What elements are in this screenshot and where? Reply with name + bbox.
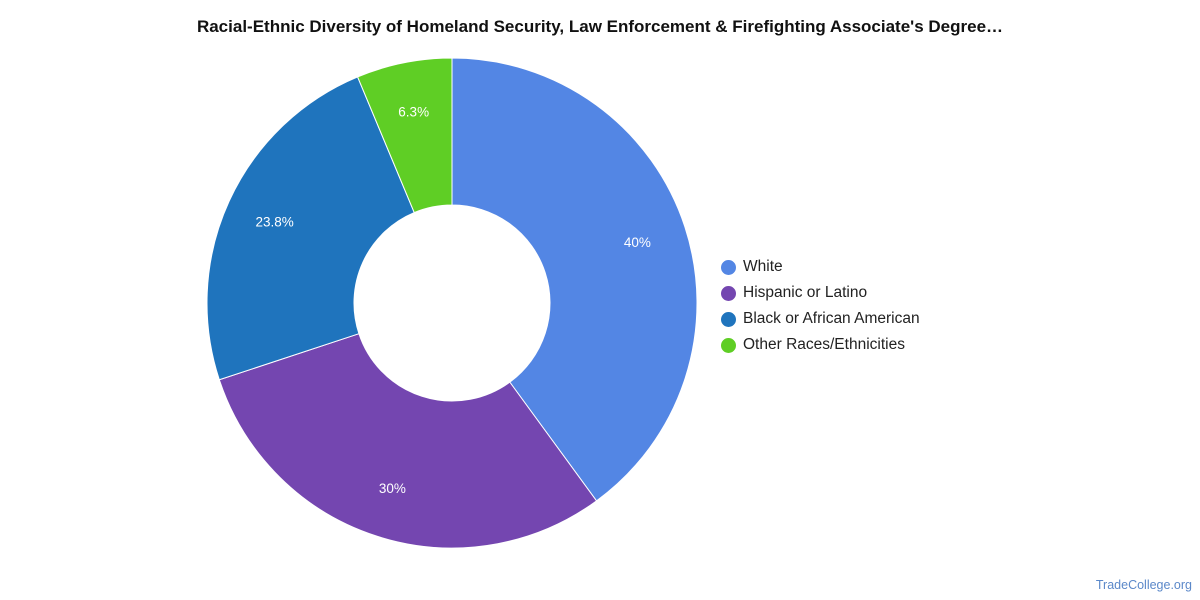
- slice-other-races-ethnicities[interactable]: [356, 57, 453, 214]
- slice-white[interactable]: [451, 57, 698, 502]
- chart-title: Racial-Ethnic Diversity of Homeland Secu…: [196, 17, 1004, 36]
- legend-item-hispanic-or-latino[interactable]: Hispanic or Latino: [721, 280, 920, 306]
- data-label-other-races-ethnicities: 6.3%: [398, 104, 429, 119]
- slice-black-or-african-american[interactable]: [206, 76, 415, 381]
- legend-label-white: White: [743, 258, 783, 275]
- legend-swatch-hispanic-or-latino: [721, 285, 736, 301]
- legend-label-hispanic-or-latino: Hispanic or Latino: [743, 284, 868, 301]
- slices-group: [206, 57, 698, 549]
- data-label-hispanic-or-latino: 30%: [379, 481, 406, 496]
- legend-item-other-races-ethnicities[interactable]: Other Races/Ethnicities: [721, 332, 920, 358]
- legend-label-other-races-ethnicities: Other Races/Ethnicities: [743, 336, 905, 353]
- legend-item-black-or-african-american[interactable]: Black or African American: [721, 306, 920, 332]
- labels-group: 40% 30% 23.8% 6.3%: [255, 104, 650, 496]
- legend-swatch-other-races-ethnicities: [721, 337, 736, 353]
- legend-swatch-white: [721, 259, 736, 275]
- source-watermark[interactable]: TradeCollege.org: [1095, 578, 1192, 592]
- legend: White Hispanic or Latino Black or Africa…: [721, 254, 920, 358]
- legend-swatch-black-or-african-american: [721, 311, 736, 327]
- legend-item-white[interactable]: White: [721, 254, 920, 280]
- slice-hispanic-or-latino[interactable]: [218, 333, 598, 549]
- legend-label-black-or-african-american: Black or African American: [743, 310, 920, 327]
- data-label-white: 40%: [624, 235, 651, 250]
- data-label-black-or-african-american: 23.8%: [255, 214, 293, 229]
